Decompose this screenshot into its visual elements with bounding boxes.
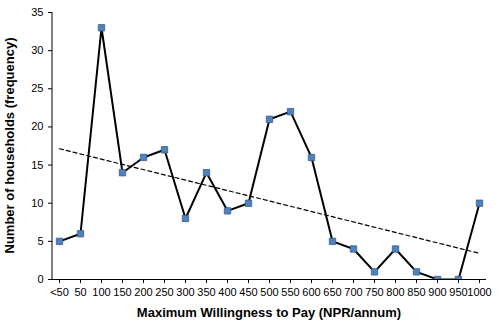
svg-text:500: 500: [260, 286, 278, 298]
svg-text:15: 15: [31, 159, 43, 171]
svg-text:Number of households (frequenc: Number of households (frequency): [2, 38, 17, 254]
svg-text:1000: 1000: [467, 286, 491, 298]
svg-text:25: 25: [31, 82, 43, 94]
svg-text:900: 900: [428, 286, 446, 298]
svg-text:700: 700: [344, 286, 362, 298]
svg-text:20: 20: [31, 120, 43, 132]
svg-text:30: 30: [31, 44, 43, 56]
svg-text:450: 450: [239, 286, 257, 298]
svg-text:300: 300: [176, 286, 194, 298]
svg-text:350: 350: [197, 286, 215, 298]
svg-text:200: 200: [134, 286, 152, 298]
svg-text:0: 0: [37, 273, 43, 285]
svg-text:5: 5: [37, 235, 43, 247]
svg-text:50: 50: [74, 286, 86, 298]
svg-text:Maximum Willingness to Pay (NP: Maximum Willingness to Pay (NPR/annum): [137, 305, 401, 320]
svg-text:100: 100: [92, 286, 110, 298]
svg-text:<50: <50: [50, 286, 69, 298]
svg-text:400: 400: [218, 286, 236, 298]
svg-text:550: 550: [281, 286, 299, 298]
svg-text:10: 10: [31, 197, 43, 209]
svg-text:35: 35: [31, 6, 43, 18]
svg-text:750: 750: [365, 286, 383, 298]
svg-text:250: 250: [155, 286, 173, 298]
svg-text:800: 800: [386, 286, 404, 298]
svg-text:650: 650: [323, 286, 341, 298]
svg-text:150: 150: [113, 286, 131, 298]
svg-text:850: 850: [407, 286, 425, 298]
svg-text:950: 950: [449, 286, 467, 298]
svg-text:600: 600: [302, 286, 320, 298]
